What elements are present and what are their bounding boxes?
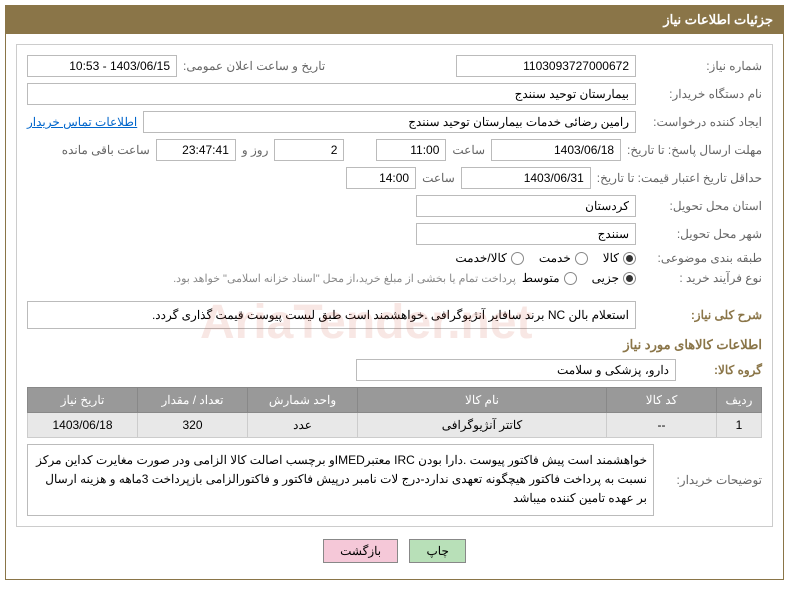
category-radio-group: کالا خدمت کالا/خدمت bbox=[455, 251, 636, 265]
requester-label: ایجاد کننده درخواست: bbox=[642, 115, 762, 129]
group-field: دارو، پزشکی و سلامت bbox=[356, 359, 676, 381]
response-hour-field: 11:00 bbox=[376, 139, 446, 161]
th-code: کد کالا bbox=[607, 388, 717, 413]
province-label: استان محل تحویل: bbox=[642, 199, 762, 213]
city-label: شهر محل تحویل: bbox=[642, 227, 762, 241]
radio-icon bbox=[575, 252, 588, 265]
hour-label-1: ساعت bbox=[452, 143, 485, 157]
th-date: تاریخ نیاز bbox=[28, 388, 138, 413]
hour-label-2: ساعت bbox=[422, 171, 455, 185]
general-desc-field: استعلام بالن NC برند سافایر آنژیوگرافی .… bbox=[27, 301, 636, 329]
purchase-note: پرداخت تمام یا بخشی از مبلغ خرید،از محل … bbox=[173, 272, 516, 285]
table-row: 1 -- کاتتر آنژیوگرافی عدد 320 1403/06/18 bbox=[28, 413, 762, 438]
radio-icon bbox=[623, 252, 636, 265]
contact-link[interactable]: اطلاعات تماس خریدار bbox=[27, 115, 137, 129]
response-deadline-label: مهلت ارسال پاسخ: تا تاریخ: bbox=[627, 143, 762, 157]
announce-field: 1403/06/15 - 10:53 bbox=[27, 55, 177, 77]
group-label: گروه کالا: bbox=[682, 363, 762, 377]
radio-jozei-label: جزیی bbox=[592, 271, 619, 285]
general-desc-label: شرح کلی نیاز: bbox=[642, 308, 762, 322]
th-row: ردیف bbox=[717, 388, 762, 413]
th-unit: واحد شمارش bbox=[248, 388, 358, 413]
requester-field: رامین رضائی خدمات بیمارستان توحید سنندج bbox=[143, 111, 636, 133]
th-qty: تعداد / مقدار bbox=[138, 388, 248, 413]
radio-motavaset-label: متوسط bbox=[522, 271, 560, 285]
city-field: سنندج bbox=[416, 223, 636, 245]
price-hour-field: 14:00 bbox=[346, 167, 416, 189]
goods-section-title: اطلاعات کالاهای مورد نیاز bbox=[27, 337, 762, 353]
price-date-field: 1403/06/31 bbox=[461, 167, 591, 189]
announce-label: تاریخ و ساعت اعلان عمومی: bbox=[183, 59, 325, 73]
radio-icon bbox=[511, 252, 524, 265]
radio-motavaset[interactable]: متوسط bbox=[522, 271, 577, 285]
purchase-type-label: نوع فرآیند خرید : bbox=[642, 271, 762, 285]
radio-kalakhadamat-label: کالا/خدمت bbox=[455, 251, 506, 265]
cell-code: -- bbox=[607, 413, 717, 438]
button-row: چاپ بازگشت bbox=[16, 539, 773, 563]
buyer-notes-content: خواهشمند است پیش فاکتور پیوست .دارا بودن… bbox=[27, 444, 654, 516]
radio-kala-label: کالا bbox=[603, 251, 619, 265]
cell-unit: عدد bbox=[248, 413, 358, 438]
response-date-field: 1403/06/18 bbox=[491, 139, 621, 161]
main-panel: جزئیات اطلاعات نیاز شماره نیاز: 11030937… bbox=[5, 5, 784, 580]
buyer-org-field: بیمارستان توحید سنندج bbox=[27, 83, 636, 105]
back-button[interactable]: بازگشت bbox=[323, 539, 398, 563]
buyer-notes-label: توضیحات خریدار: bbox=[662, 444, 762, 516]
radio-khadamat[interactable]: خدمت bbox=[539, 251, 588, 265]
remaining-label: ساعت باقی مانده bbox=[62, 143, 150, 157]
cell-date: 1403/06/18 bbox=[28, 413, 138, 438]
province-field: کردستان bbox=[416, 195, 636, 217]
radio-khadamat-label: خدمت bbox=[539, 251, 571, 265]
radio-kala[interactable]: کالا bbox=[603, 251, 636, 265]
radio-kalakhadamat[interactable]: کالا/خدمت bbox=[455, 251, 523, 265]
radio-icon bbox=[623, 272, 636, 285]
panel-title: جزئیات اطلاعات نیاز bbox=[6, 6, 783, 34]
cell-row: 1 bbox=[717, 413, 762, 438]
buyer-org-label: نام دستگاه خریدار: bbox=[642, 87, 762, 101]
th-name: نام کالا bbox=[358, 388, 607, 413]
goods-table: ردیف کد کالا نام کالا واحد شمارش تعداد /… bbox=[27, 387, 762, 438]
cell-name: کاتتر آنژیوگرافی bbox=[358, 413, 607, 438]
radio-icon bbox=[564, 272, 577, 285]
countdown-field: 23:47:41 bbox=[156, 139, 236, 161]
days-word: روز و bbox=[242, 143, 269, 157]
cell-qty: 320 bbox=[138, 413, 248, 438]
radio-jozei[interactable]: جزیی bbox=[592, 271, 636, 285]
purchase-radio-group: جزیی متوسط bbox=[522, 271, 636, 285]
print-button[interactable]: چاپ bbox=[409, 539, 465, 563]
price-validity-label: حداقل تاریخ اعتبار قیمت: تا تاریخ: bbox=[597, 171, 762, 185]
need-number-label: شماره نیاز: bbox=[642, 59, 762, 73]
need-number-field: 1103093727000672 bbox=[456, 55, 636, 77]
days-field: 2 bbox=[274, 139, 344, 161]
category-label: طبقه بندی موضوعی: bbox=[642, 251, 762, 265]
form-container: شماره نیاز: 1103093727000672 تاریخ و ساع… bbox=[16, 44, 773, 527]
